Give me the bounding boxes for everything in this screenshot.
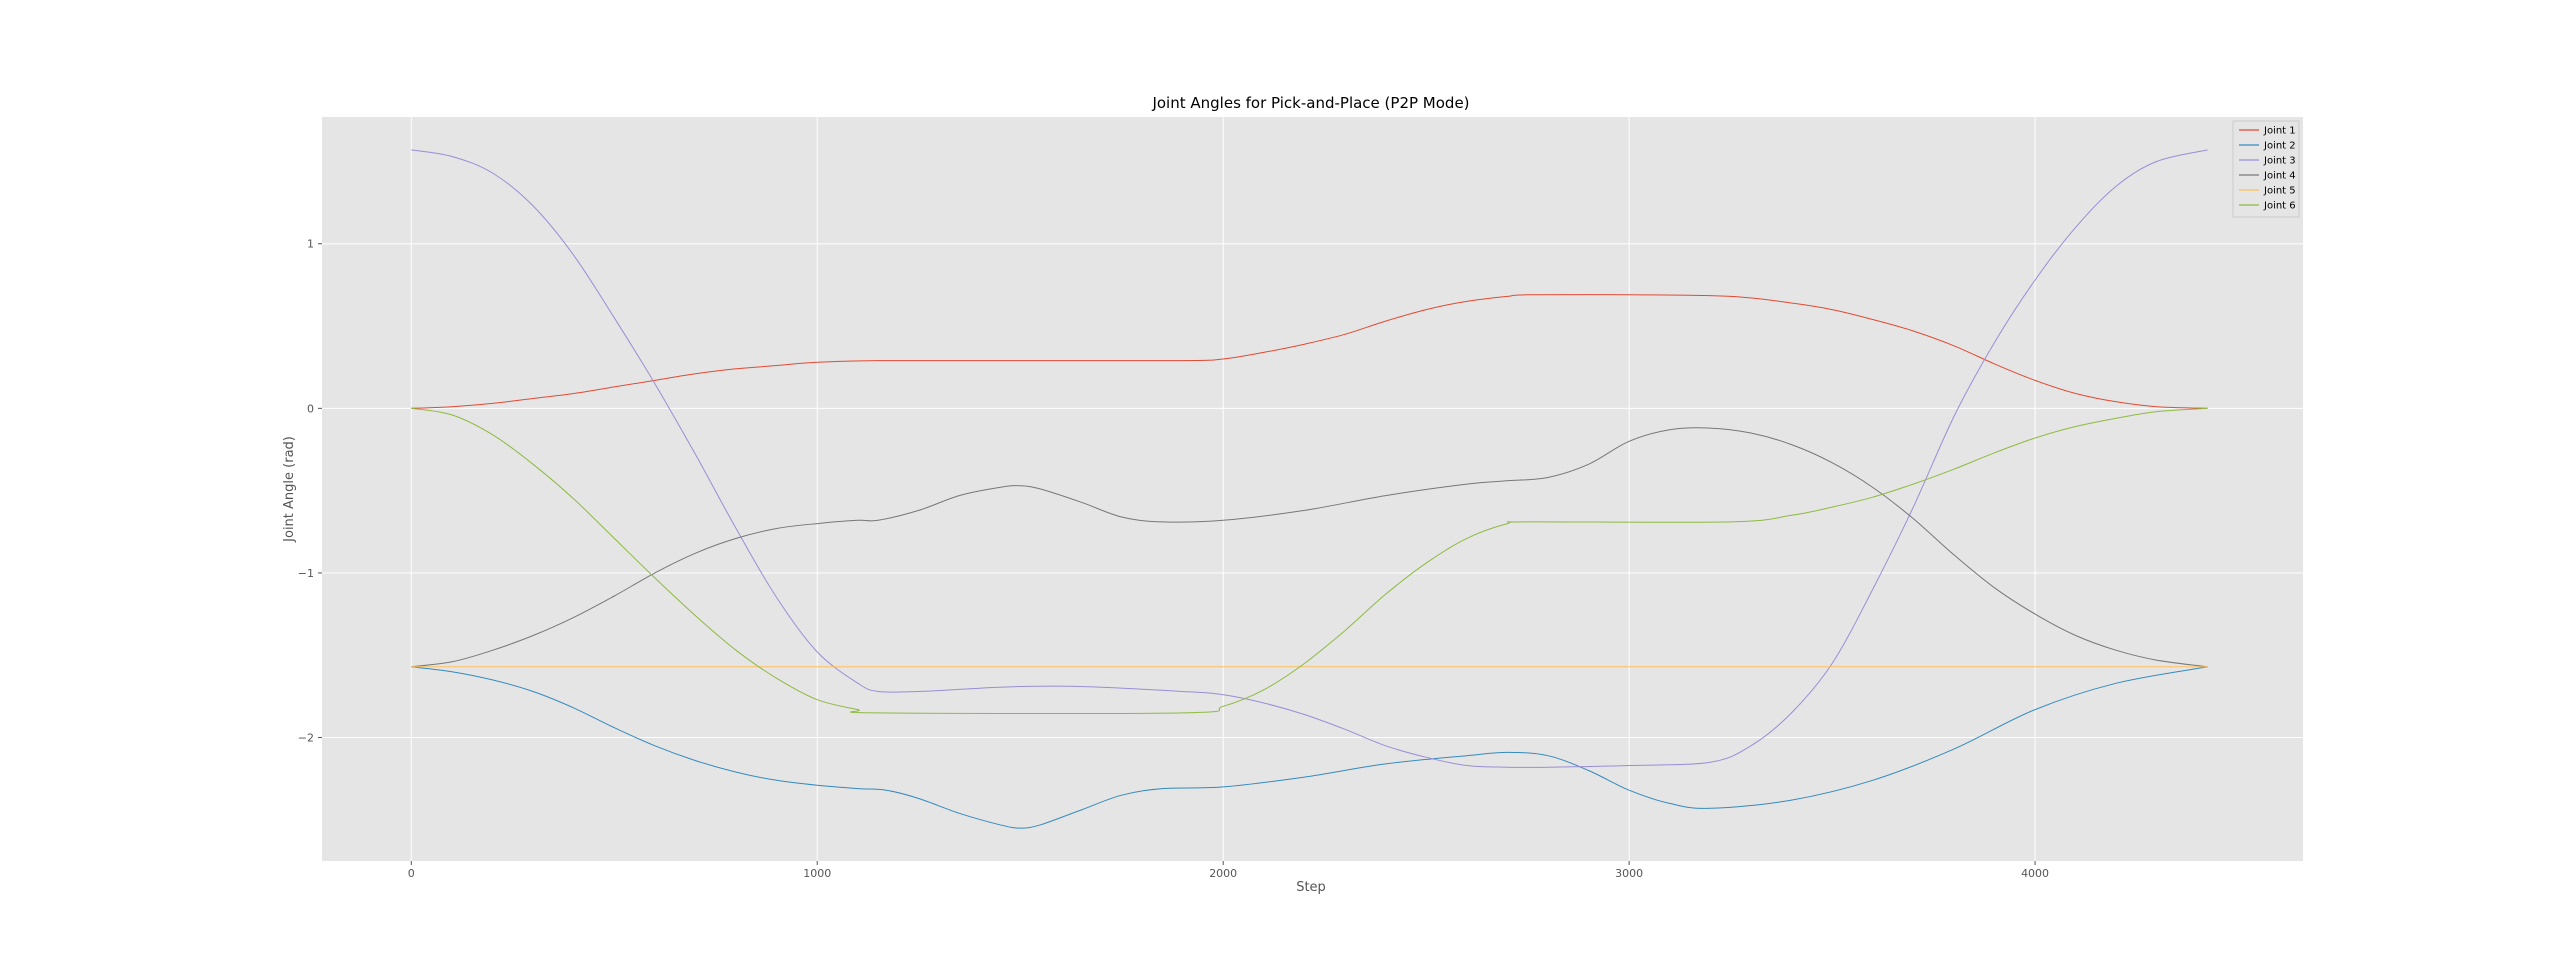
y-tick-label: −2 <box>298 732 314 745</box>
legend-label: Joint 1 <box>2263 126 2296 137</box>
y-tick-label: −1 <box>298 567 314 580</box>
x-axis-label: Step <box>1296 880 1326 895</box>
legend-label: Joint 3 <box>2263 156 2296 167</box>
y-axis-label: Joint Angle (rad) <box>282 436 297 543</box>
legend-box <box>2232 120 2300 218</box>
x-tick-label: 1000 <box>803 867 831 880</box>
series-line-joint-2 <box>411 666 2208 829</box>
series-line-joint-3 <box>411 149 2208 768</box>
x-tick-label: 0 <box>408 867 415 880</box>
legend: Joint 1 Joint 2 Joint 3 Joint 4 Joint 5 Joint… <box>2232 120 2300 218</box>
series-line-joint-4 <box>411 427 2208 668</box>
series-line-joint-1 <box>411 294 2208 409</box>
series-lines <box>411 149 2208 829</box>
series-line-joint-6 <box>411 407 2208 715</box>
legend-label: Joint 4 <box>2263 171 2296 182</box>
x-tick-label: 2000 <box>1209 867 1237 880</box>
y-tick-label: 0 <box>307 402 314 415</box>
axis-ticks: 0 1000 2000 3000 4000 1 0 −1 −2 <box>298 238 2049 880</box>
legend-label: Joint 6 <box>2263 201 2296 212</box>
legend-label: Joint 5 <box>2263 186 2296 197</box>
x-tick-label: 3000 <box>1615 867 1643 880</box>
x-tick-label: 4000 <box>2021 867 2049 880</box>
chart-title: Joint Angles for Pick-and-Place (P2P Mod… <box>1151 94 1469 112</box>
grid <box>322 117 2303 861</box>
plot-area <box>322 117 2303 861</box>
legend-label: Joint 2 <box>2263 141 2296 152</box>
y-tick-label: 1 <box>307 238 314 251</box>
